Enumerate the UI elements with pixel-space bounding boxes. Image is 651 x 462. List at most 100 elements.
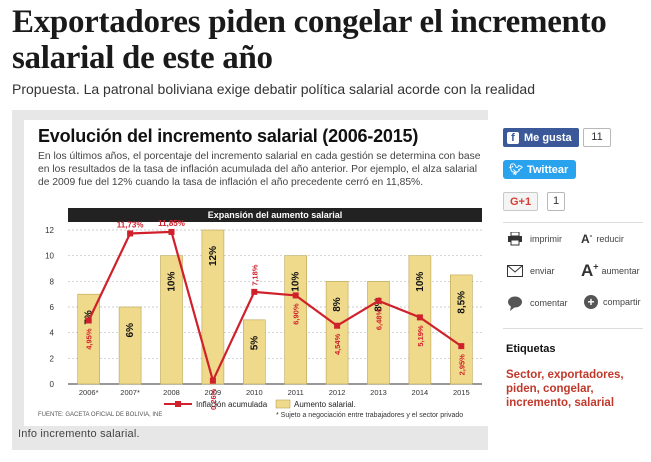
- sidebar-divider: [503, 328, 643, 329]
- x-tick-label: 2009: [205, 388, 222, 397]
- bar-salary-increase: [160, 255, 183, 385]
- facebook-icon: f: [507, 131, 519, 144]
- share-tool[interactable]: + compartir: [584, 295, 641, 309]
- inflation-data-label: 11,85%: [158, 219, 185, 228]
- email-tool[interactable]: enviar: [506, 263, 555, 279]
- enlarge-label: aumentar: [601, 266, 640, 276]
- inflation-data-label: 11,73%: [117, 220, 144, 229]
- chart-band-title: Expansión del aumento salarial: [68, 208, 482, 222]
- share-label: compartir: [603, 297, 641, 307]
- bar-data-label: 5%: [249, 336, 260, 351]
- y-tick-label: 2: [50, 354, 55, 363]
- bar-data-label: 6%: [125, 323, 136, 338]
- x-tick-label: 2008: [163, 388, 180, 397]
- x-tick-label: 2011: [288, 388, 304, 397]
- article-figure: Evolución del incremento salarial (2006-…: [12, 110, 488, 450]
- inflation-point: [292, 292, 299, 299]
- x-tick-label: 2012: [329, 388, 346, 397]
- sidebar-divider: [503, 222, 643, 223]
- infographic-description: En los últimos años, el porcentaje del i…: [38, 151, 481, 188]
- x-tick-label: 2014: [412, 388, 429, 397]
- tweet-label: Twittear: [526, 163, 569, 176]
- comment-bubble-icon: [506, 295, 524, 311]
- inflation-point: [251, 288, 258, 295]
- chart-source: FUENTE: GACETA OFICIAL DE BOLIVIA, INE: [38, 412, 162, 418]
- print-label: imprimir: [530, 234, 562, 244]
- inflation-line: [87, 230, 462, 384]
- gplus-label: G+1: [510, 195, 532, 208]
- facebook-like-button[interactable]: f Me gusta: [503, 128, 579, 147]
- gplus-count: 1: [547, 192, 565, 211]
- bar-data-label: 10%: [167, 272, 178, 292]
- bar-salary-increase: [367, 281, 390, 385]
- legend-increase-label: Aumento salarial.: [294, 400, 356, 409]
- inflation-point: [375, 297, 382, 304]
- bar-salary-increase: [449, 274, 473, 385]
- reduce-font-tool[interactable]: A- reducir: [581, 231, 624, 246]
- inflation-data-label: 6,90%: [292, 303, 301, 325]
- inflation-point: [127, 230, 134, 237]
- legend-bar-swatch: [275, 399, 291, 409]
- salary-infographic[interactable]: Evolución del incremento salarial (2006-…: [24, 120, 488, 426]
- inflation-point: [209, 377, 216, 384]
- inflation-data-label: 2,95%: [457, 354, 466, 376]
- facebook-like-count: 11: [583, 128, 611, 147]
- inflation-data-label: 5,19%: [416, 325, 425, 347]
- envelope-icon: [506, 263, 524, 279]
- twitter-icon: 🐦︎: [509, 164, 523, 176]
- legend-line-marker: [175, 401, 181, 407]
- bar-salary-increase: [325, 281, 349, 385]
- bar-data-label: 8%: [374, 297, 385, 312]
- bar-data-label: 10%: [415, 272, 426, 292]
- tweet-button[interactable]: 🐦︎ Twittear: [503, 160, 577, 179]
- y-tick-label: 4: [50, 329, 55, 338]
- tags-heading: Etiquetas: [506, 343, 556, 355]
- enlarge-font-tool[interactable]: A+ aumentar: [581, 261, 640, 281]
- bar-salary-increase: [201, 229, 225, 385]
- y-tick-label: 0: [50, 380, 55, 389]
- bar-salary-increase: [284, 255, 308, 385]
- y-tick-label: 10: [45, 252, 54, 261]
- bar-data-label: 10%: [291, 272, 302, 292]
- bar-salary-increase: [77, 293, 101, 385]
- comment-tool[interactable]: comentar: [506, 295, 568, 311]
- print-tool[interactable]: imprimir: [506, 231, 562, 247]
- plus-circle-icon: +: [584, 295, 598, 309]
- figure-caption: Info incremento salarial.: [18, 428, 140, 440]
- x-tick-label: 2006*: [79, 388, 99, 397]
- inflation-point: [416, 314, 423, 321]
- bar-data-label: 8,5%: [456, 291, 467, 314]
- inflation-data-label: 0,26%: [209, 388, 218, 410]
- inflation-data-label: 4,54%: [333, 333, 342, 355]
- bar-salary-increase: [118, 306, 142, 385]
- legend-inflation-label: Inflación acumulada: [196, 400, 268, 409]
- bar-data-label: 12%: [208, 246, 219, 266]
- article-headline: Exportadores piden congelar el increment…: [12, 4, 607, 76]
- bar-data-label: 8%: [332, 297, 343, 312]
- x-tick-label: 2015: [453, 388, 470, 397]
- inflation-point: [334, 322, 341, 329]
- comment-label: comentar: [530, 298, 568, 308]
- font-smaller-icon: A-: [581, 231, 593, 246]
- bar-salary-increase: [243, 319, 266, 385]
- reduce-label: reducir: [596, 233, 624, 244]
- infographic-title: Evolución del incremento salarial (2006-…: [38, 126, 419, 146]
- chart-footnote: * Sujeto a negociación entre trabajadore…: [276, 412, 463, 419]
- inflation-point: [458, 343, 465, 350]
- inflation-data-label: 4,95%: [85, 328, 94, 350]
- gplus-button[interactable]: G+1: [503, 192, 539, 211]
- inflation-point: [168, 228, 175, 235]
- y-tick-label: 12: [45, 226, 54, 235]
- font-larger-icon: A+: [581, 261, 599, 280]
- inflation-data-label: 6,48%: [375, 309, 384, 331]
- tags-list[interactable]: Sector, exportadores, piden, congelar, i…: [506, 369, 624, 409]
- inflation-data-label: 7,18%: [250, 264, 259, 286]
- facebook-like-label: Me gusta: [524, 131, 572, 144]
- send-label: enviar: [530, 266, 555, 276]
- x-tick-label: 2010: [246, 388, 263, 397]
- x-tick-label: 2013: [370, 388, 387, 397]
- printer-icon: [506, 231, 524, 247]
- y-tick-label: 6: [50, 303, 55, 312]
- x-tick-label: 2007*: [120, 388, 140, 397]
